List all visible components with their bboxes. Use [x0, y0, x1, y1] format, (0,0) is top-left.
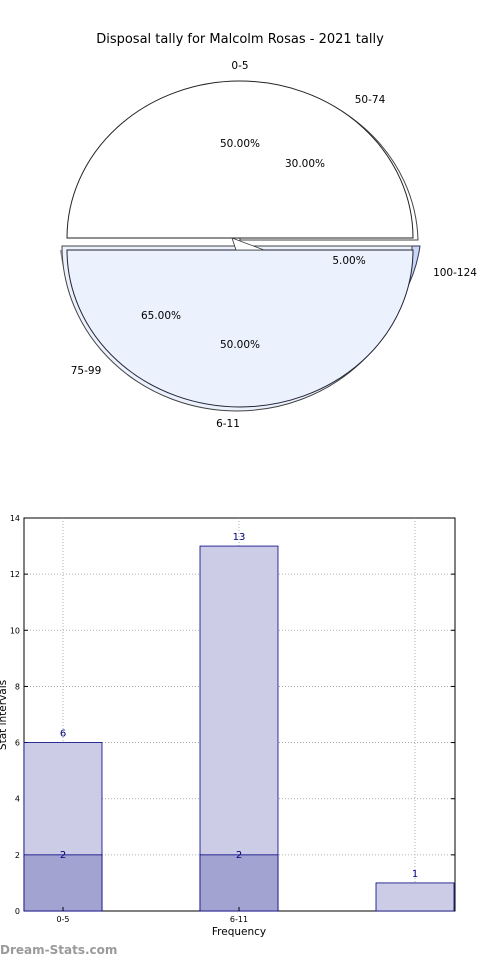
bar-sub-6-11	[199, 854, 279, 912]
bar-sub-label: 2	[60, 850, 66, 861]
pie-pct-75-99: 65.00%	[141, 310, 181, 322]
pie-slice-6-11	[66, 249, 414, 408]
pie-label-0-5: 0-5	[231, 60, 248, 72]
y-tick-label: 2	[15, 851, 20, 860]
y-tick-label: 0	[15, 907, 20, 916]
pie-label-6-11: 6-11	[216, 418, 240, 430]
y-tick-label: 6	[15, 739, 20, 748]
y-tick-label: 4	[15, 795, 20, 804]
pie-label-100-124: 100-124	[433, 267, 477, 279]
pie-label-50-74: 50-74	[355, 94, 386, 106]
pie-pct-50-74: 30.00%	[285, 158, 325, 170]
y-tick-label: 12	[10, 570, 20, 579]
bar-sub-label: 2	[236, 850, 242, 861]
bar-sub-0-5	[23, 854, 103, 912]
pie-pct-6-11: 50.00%	[220, 339, 260, 351]
y-tick-label: 10	[10, 626, 20, 635]
x-axis-label: Frequency	[212, 926, 266, 938]
bar-total-6-11	[199, 545, 279, 912]
x-tick-label: 6-11	[230, 915, 248, 924]
y-axis-label: Stat intervals	[0, 680, 9, 750]
pie-slice-0-5	[66, 80, 414, 239]
y-tick-label: 14	[10, 514, 20, 523]
pie-title: Disposal tally for Malcolm Rosas - 2021 …	[96, 32, 384, 47]
bar-total-blank	[375, 882, 455, 912]
pie-chart: Disposal tally for Malcolm Rosas - 2021 …	[60, 32, 477, 430]
pie-center-wedge	[231, 237, 265, 251]
x-tick-label: 0-5	[56, 915, 69, 924]
bar-plot-frame	[23, 517, 456, 912]
bar-total-label: 6	[60, 729, 66, 740]
pie-pct-0-5: 50.00%	[220, 138, 260, 150]
pie-pct-100-124: 5.00%	[332, 255, 365, 267]
y-tick-label: 8	[15, 682, 20, 691]
bar-total-label: 1	[412, 869, 418, 880]
pie-label-75-99: 75-99	[71, 365, 102, 377]
watermark: Dream-Stats.com	[0, 943, 118, 957]
bar-total-0-5	[23, 742, 103, 912]
bar-total-label: 13	[233, 532, 246, 543]
